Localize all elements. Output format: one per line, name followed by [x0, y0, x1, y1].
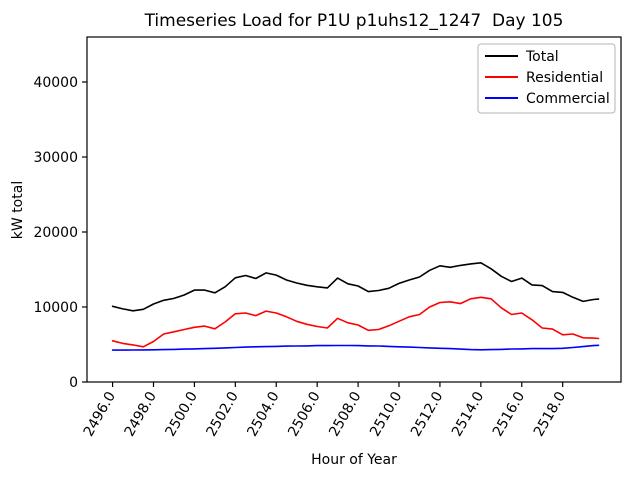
- y-axis-label: kW total: [10, 181, 26, 239]
- x-tick-label: 2508.0: [326, 389, 364, 439]
- series-line-total: [111, 261, 600, 312]
- series-line-commercial: [111, 344, 600, 351]
- y-tick-label: 40000: [33, 75, 78, 91]
- series-line-residential: [111, 296, 600, 348]
- chart-title: Timeseries Load for P1U p1uhs12_1247 Day…: [144, 11, 564, 31]
- x-axis-label: Hour of Year: [311, 452, 397, 468]
- y-tick-label: 30000: [33, 150, 78, 166]
- x-tick-label: 2496.0: [81, 389, 119, 439]
- legend: Total Residential Commercial: [477, 43, 616, 114]
- legend-box: [477, 43, 616, 114]
- x-tick-label: 2502.0: [203, 389, 241, 439]
- legend-label-residential: Residential: [526, 70, 603, 86]
- x-tick-label: 2506.0: [285, 389, 323, 439]
- y-axis-ticks: 0 10000 20000 30000 40000: [33, 75, 87, 391]
- x-tick-label: 2518.0: [531, 389, 569, 439]
- x-tick-label: 2500.0: [163, 389, 201, 439]
- x-tick-label: 2498.0: [122, 389, 160, 439]
- legend-label-commercial: Commercial: [526, 91, 610, 107]
- x-tick-label: 2504.0: [244, 389, 282, 439]
- x-tick-label: 2516.0: [490, 389, 528, 439]
- x-tick-label: 2510.0: [367, 389, 405, 439]
- x-axis-ticks: 2496.0 2498.0 2500.0 2502.0 2504.0 2506.0 2508…: [81, 382, 569, 439]
- y-tick-label: 0: [69, 375, 78, 391]
- y-tick-label: 10000: [33, 300, 78, 316]
- y-tick-label: 20000: [33, 225, 78, 241]
- plot-area: [86, 36, 622, 383]
- x-tick-label: 2514.0: [449, 389, 487, 439]
- x-tick-label: 2512.0: [408, 389, 446, 439]
- legend-label-total: Total: [525, 49, 559, 65]
- series-lines: [111, 261, 600, 351]
